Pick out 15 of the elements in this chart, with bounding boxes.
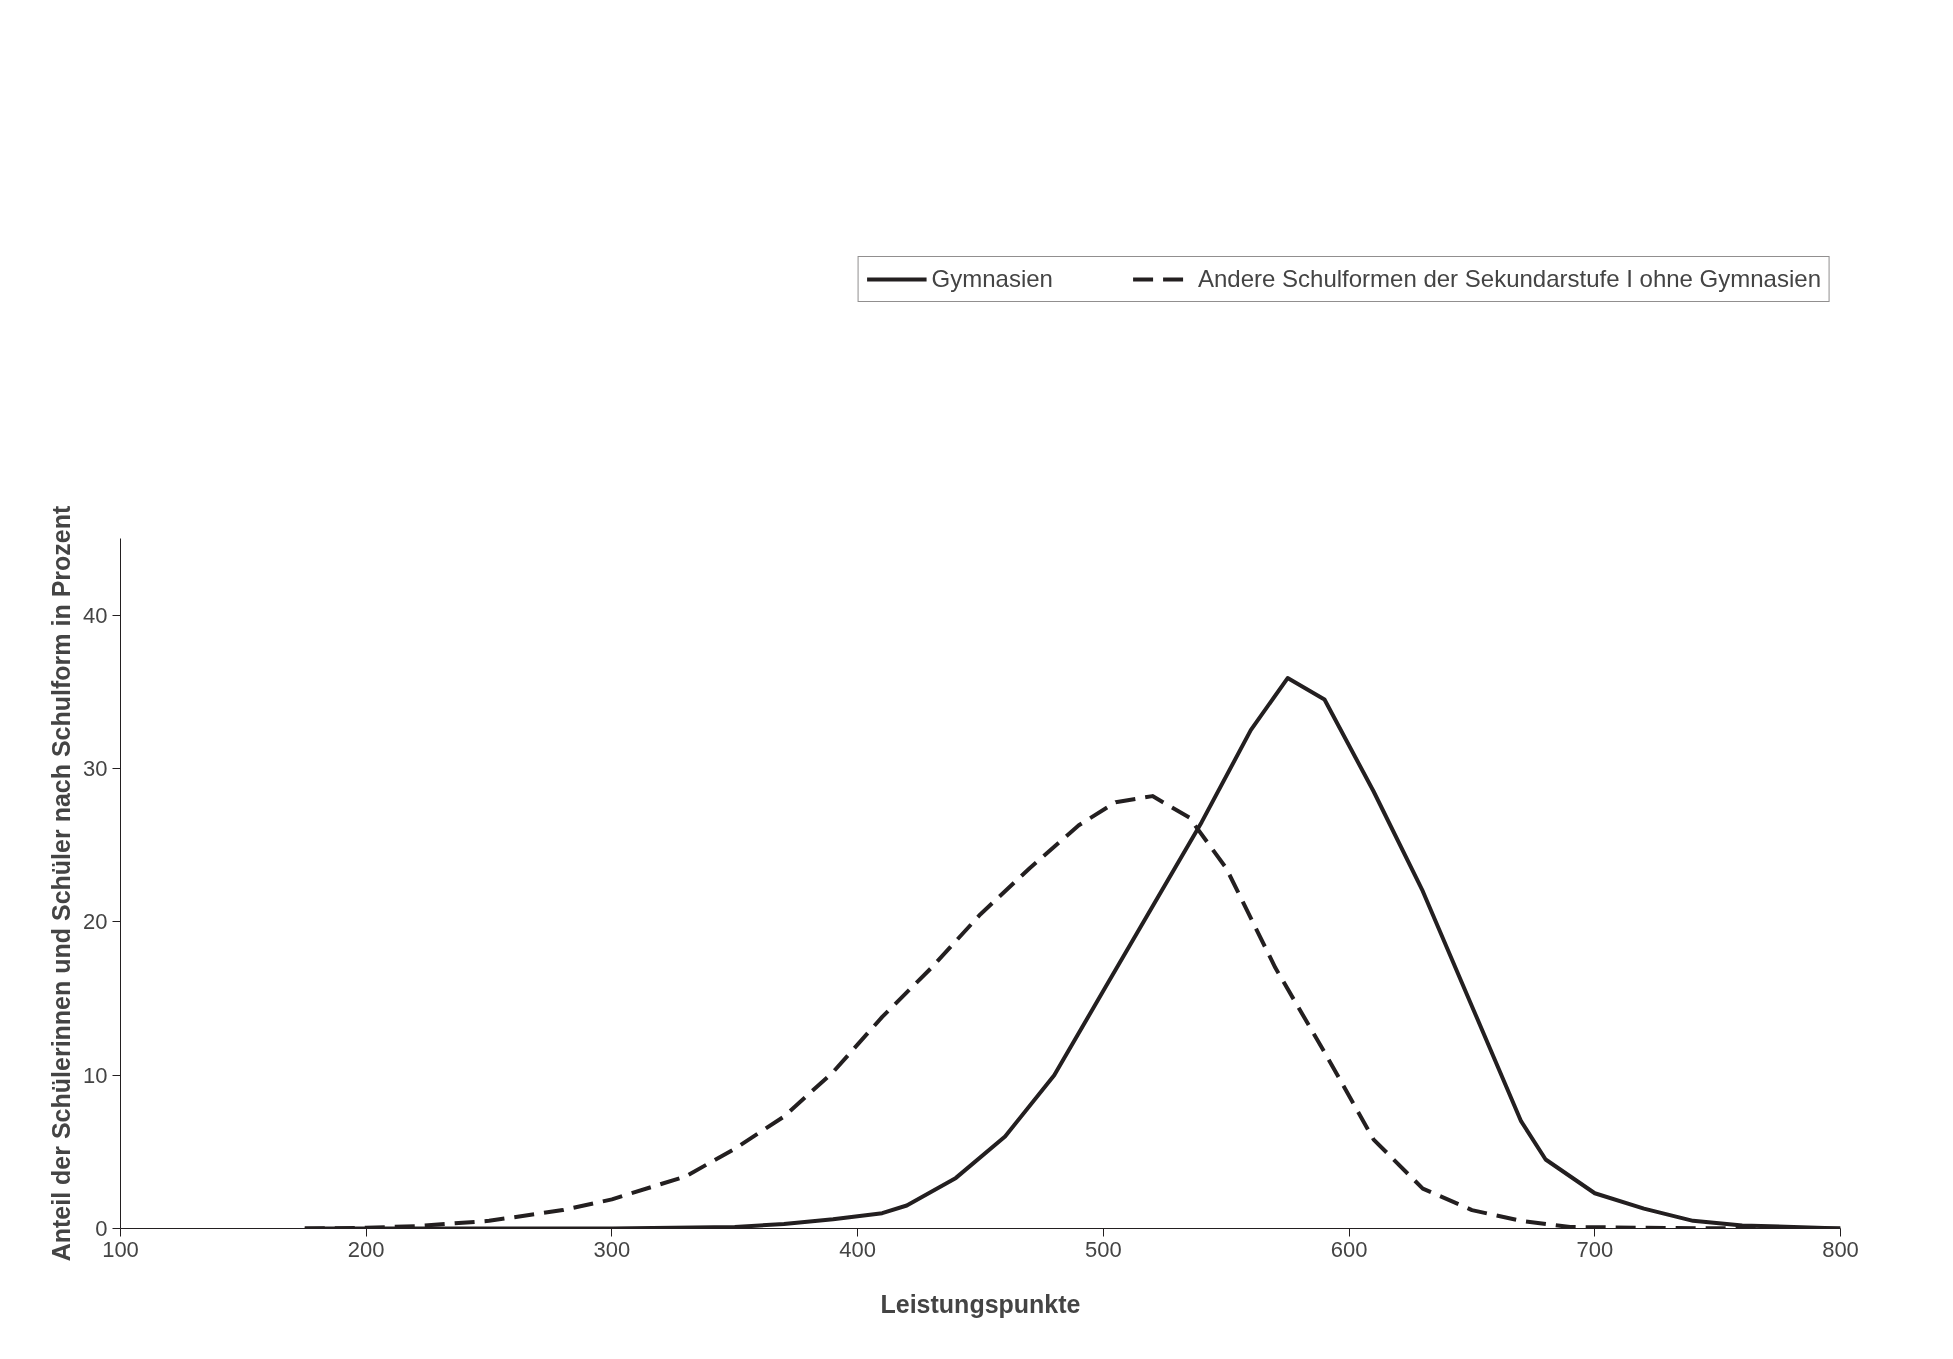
y-tick-label: 30 — [83, 756, 108, 781]
y-tick-label: 40 — [83, 602, 108, 628]
y-tick-label: 10 — [83, 1062, 108, 1088]
x-tick-label: 400 — [839, 1236, 877, 1262]
x-axis-title: Leistungspunkte — [880, 1289, 1081, 1318]
y-axis-title: Anteil der Schülerinnen und Schüler nach Schulform in Prozent — [47, 505, 76, 1262]
x-tick-label: 300 — [593, 1236, 631, 1262]
y-tick-label: 20 — [83, 909, 108, 935]
x-tick-label: 200 — [347, 1236, 385, 1262]
x-tick-label: 800 — [1822, 1236, 1859, 1262]
legend-label: Andere Schulformen der Sekundarstufe I ohne Gymnasien — [1197, 265, 1821, 293]
legend-label: Gymnasien — [931, 265, 1053, 293]
x-tick-label: 700 — [1576, 1236, 1614, 1262]
x-tick-label: 600 — [1330, 1236, 1368, 1262]
x-tick-label: 500 — [1085, 1236, 1122, 1262]
